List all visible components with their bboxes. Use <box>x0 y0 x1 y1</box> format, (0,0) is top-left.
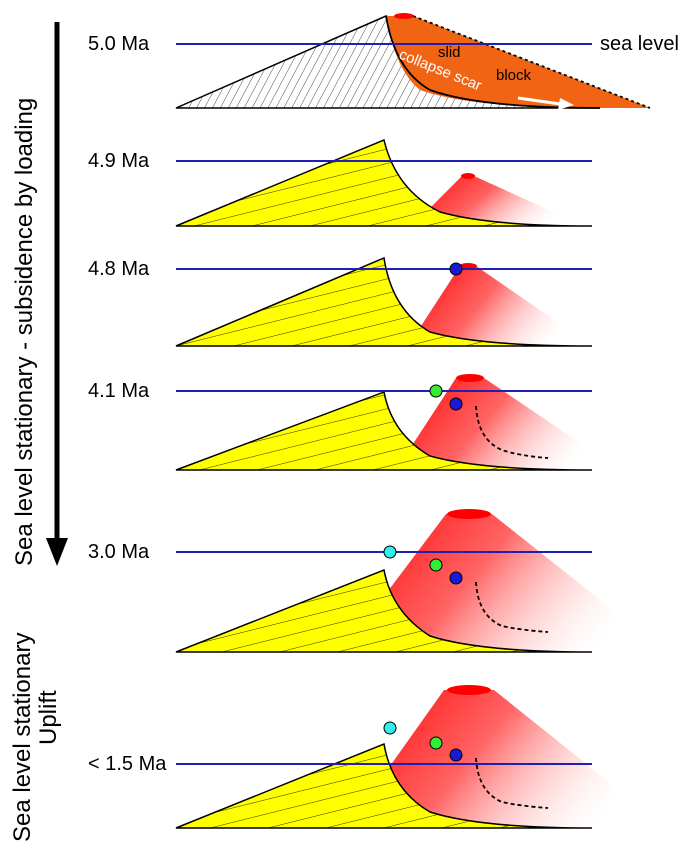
green-marker <box>429 384 443 398</box>
block-label: block <box>496 67 532 84</box>
slid-label: slid <box>438 44 461 61</box>
new-volcano <box>346 690 666 828</box>
panel-5-0-ma: 5.0 Ma sea level slid block collapse sca… <box>88 13 679 110</box>
age-label: < 1.5 Ma <box>88 753 167 775</box>
old-volcano <box>175 390 593 471</box>
old-volcano <box>175 138 593 227</box>
blue-marker <box>449 571 463 585</box>
panel-4-9-ma: 4.9 Ma <box>88 138 593 227</box>
blue-marker <box>449 397 463 411</box>
old-volcano <box>175 256 593 347</box>
age-label: 5.0 Ma <box>88 33 150 55</box>
old-volcano <box>175 568 593 653</box>
blue-marker <box>449 262 463 276</box>
old-volcano <box>175 742 593 829</box>
age-label: 3.0 Ma <box>88 541 150 563</box>
cyan-marker <box>383 545 397 559</box>
new-volcano <box>408 266 592 346</box>
age-label: 4.9 Ma <box>88 150 150 172</box>
panel-4-1-ma: 4.1 Ma <box>88 374 620 471</box>
dashed-trace <box>475 405 549 459</box>
green-marker <box>429 736 443 750</box>
side-label-uplift: Uplift <box>35 690 62 745</box>
dashed-trace <box>475 757 549 809</box>
side-label-subsidence: Sea level stationary - subsidence by loa… <box>11 98 38 566</box>
green-marker <box>429 558 443 572</box>
panel-1-5-ma: < 1.5 Ma <box>88 685 666 829</box>
blue-marker <box>449 748 463 762</box>
panel-3-0-ma: 3.0 Ma <box>88 509 666 653</box>
new-volcano <box>342 514 666 652</box>
panel-4-8-ma: 4.8 Ma <box>88 256 593 347</box>
time-arrow <box>46 22 68 566</box>
cyan-marker <box>383 721 397 735</box>
side-label-stationary: Sea level stationary <box>9 633 36 842</box>
slid-block <box>386 16 650 108</box>
new-volcano <box>412 176 584 226</box>
dashed-trace <box>475 581 549 633</box>
sea-level-label: sea level <box>600 33 679 55</box>
age-label: 4.8 Ma <box>88 258 150 280</box>
collapse-scar-line <box>385 15 601 109</box>
age-label: 4.1 Ma <box>88 380 150 402</box>
